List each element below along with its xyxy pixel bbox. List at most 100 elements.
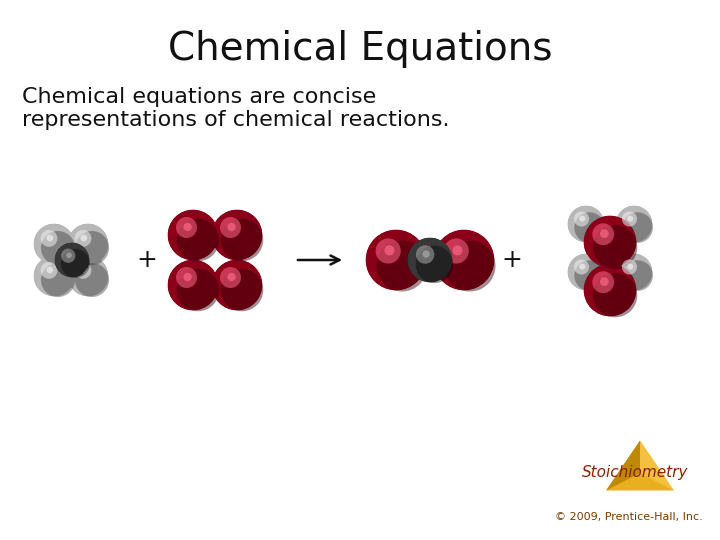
- Circle shape: [36, 258, 72, 294]
- Circle shape: [40, 230, 68, 259]
- Circle shape: [176, 267, 197, 288]
- Circle shape: [616, 206, 652, 242]
- Circle shape: [370, 234, 422, 286]
- Circle shape: [619, 258, 649, 287]
- Circle shape: [63, 251, 81, 269]
- Circle shape: [628, 218, 640, 230]
- Circle shape: [627, 265, 641, 279]
- Circle shape: [598, 278, 622, 302]
- Circle shape: [572, 211, 600, 238]
- Circle shape: [180, 222, 206, 248]
- Circle shape: [220, 268, 253, 302]
- Circle shape: [55, 242, 89, 278]
- Circle shape: [381, 245, 411, 275]
- Circle shape: [593, 225, 627, 259]
- Circle shape: [423, 254, 436, 266]
- Circle shape: [626, 215, 642, 232]
- Circle shape: [578, 264, 594, 280]
- Circle shape: [231, 229, 243, 241]
- Circle shape: [55, 244, 89, 276]
- Circle shape: [570, 256, 602, 288]
- Circle shape: [439, 235, 488, 285]
- Circle shape: [366, 230, 426, 290]
- Circle shape: [215, 262, 260, 308]
- Circle shape: [621, 212, 647, 237]
- Circle shape: [575, 212, 598, 235]
- Circle shape: [68, 256, 108, 296]
- Circle shape: [84, 240, 91, 247]
- Circle shape: [39, 260, 69, 292]
- Circle shape: [58, 246, 86, 274]
- Circle shape: [575, 261, 597, 282]
- Circle shape: [216, 264, 258, 306]
- Circle shape: [68, 224, 108, 264]
- Circle shape: [178, 270, 208, 300]
- Circle shape: [215, 212, 260, 258]
- Circle shape: [212, 260, 261, 309]
- Circle shape: [572, 259, 599, 285]
- Circle shape: [419, 249, 441, 271]
- Circle shape: [187, 279, 199, 291]
- Circle shape: [624, 262, 644, 282]
- Circle shape: [573, 211, 599, 237]
- Circle shape: [372, 235, 420, 285]
- Circle shape: [41, 231, 67, 257]
- Circle shape: [73, 229, 103, 259]
- Circle shape: [218, 216, 256, 254]
- Circle shape: [436, 232, 492, 288]
- Circle shape: [221, 269, 264, 311]
- Circle shape: [179, 272, 207, 299]
- Circle shape: [215, 262, 259, 307]
- Circle shape: [75, 231, 109, 265]
- Circle shape: [625, 215, 643, 233]
- Circle shape: [437, 233, 491, 287]
- Circle shape: [81, 238, 94, 251]
- Circle shape: [186, 228, 200, 242]
- Circle shape: [617, 255, 651, 289]
- Circle shape: [415, 246, 453, 283]
- Circle shape: [572, 258, 600, 286]
- Circle shape: [629, 219, 639, 229]
- Circle shape: [48, 269, 60, 282]
- Circle shape: [217, 265, 256, 305]
- Circle shape: [35, 257, 73, 295]
- Circle shape: [619, 257, 649, 287]
- Circle shape: [373, 237, 419, 283]
- Circle shape: [374, 238, 418, 282]
- Circle shape: [223, 271, 251, 299]
- Circle shape: [617, 255, 651, 289]
- Circle shape: [172, 264, 214, 306]
- Circle shape: [34, 256, 74, 296]
- Circle shape: [630, 220, 639, 228]
- Circle shape: [568, 206, 604, 242]
- Circle shape: [618, 256, 650, 288]
- Circle shape: [594, 274, 626, 306]
- Circle shape: [71, 259, 104, 293]
- Circle shape: [408, 238, 452, 282]
- Circle shape: [366, 230, 426, 290]
- Circle shape: [58, 247, 86, 273]
- Circle shape: [170, 212, 216, 258]
- Circle shape: [450, 246, 477, 274]
- Circle shape: [604, 284, 616, 296]
- Circle shape: [37, 259, 71, 293]
- Circle shape: [620, 210, 648, 238]
- Circle shape: [184, 223, 192, 231]
- Circle shape: [369, 232, 423, 287]
- Circle shape: [621, 211, 647, 237]
- Circle shape: [585, 217, 635, 267]
- Circle shape: [182, 224, 204, 246]
- Circle shape: [584, 215, 636, 268]
- Circle shape: [179, 271, 207, 300]
- Circle shape: [66, 254, 78, 266]
- Circle shape: [371, 235, 421, 285]
- Circle shape: [595, 227, 624, 256]
- Circle shape: [376, 238, 401, 264]
- Circle shape: [174, 267, 212, 303]
- Circle shape: [618, 256, 650, 288]
- Circle shape: [435, 231, 492, 289]
- Circle shape: [57, 245, 87, 275]
- Circle shape: [440, 236, 488, 284]
- Circle shape: [216, 214, 258, 256]
- Circle shape: [408, 238, 452, 282]
